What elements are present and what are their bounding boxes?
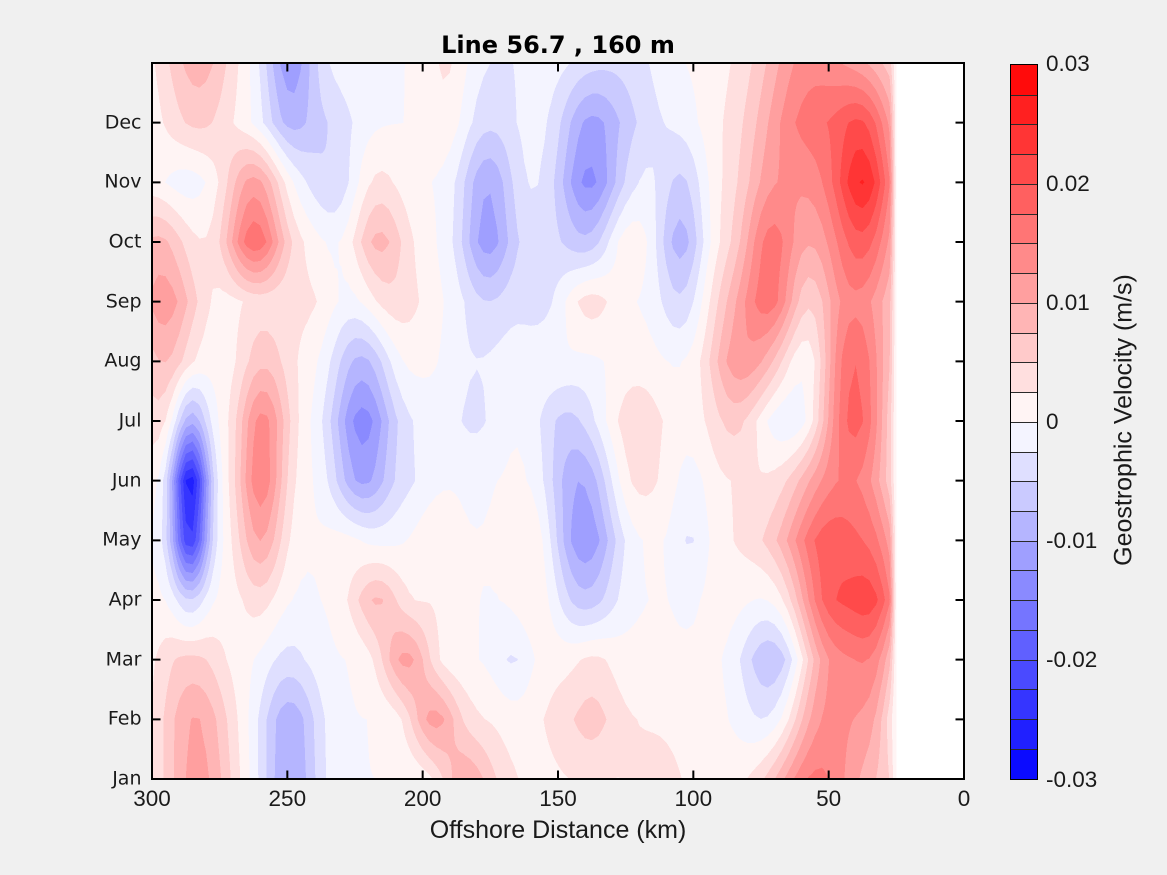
colorbar-band	[1011, 570, 1037, 601]
distance-tick-label-250: 250	[268, 786, 307, 811]
colorbar-band	[1011, 302, 1037, 333]
month-tick-label-feb: Feb	[107, 707, 142, 730]
distance-tick-label-150: 150	[539, 786, 577, 811]
colorbar-band	[1011, 511, 1037, 541]
colorbar-band	[1011, 154, 1037, 184]
month-tick-label-jul: Jul	[118, 409, 142, 432]
colorbar-tick-label--0.03: -0.03	[1046, 766, 1098, 792]
colorbar-band	[1011, 362, 1037, 393]
colorbar-band	[1011, 481, 1037, 511]
colorbar-tick-label-0.03: 0.03	[1046, 51, 1090, 77]
colorbar-tick-label-0.01: 0.01	[1046, 289, 1090, 315]
month-tick-label-oct: Oct	[108, 230, 142, 253]
month-tick-label-jan: Jan	[112, 767, 142, 790]
colorbar-tick-label-0: 0	[1046, 408, 1059, 434]
month-tick-label-jun: Jun	[111, 469, 142, 492]
month-tick-label-nov: Nov	[104, 170, 142, 193]
x-axis-label: Offshore Distance (km)	[429, 816, 687, 844]
month-tick-label-mar: Mar	[105, 648, 142, 671]
plot-title: Line 56.7 , 160 m	[441, 31, 675, 59]
distance-tick-label-300: 300	[133, 786, 171, 811]
colorbar-band	[1011, 124, 1037, 155]
contour-plot-canvas	[152, 63, 964, 779]
colorbar-tick-label--0.01: -0.01	[1046, 527, 1098, 553]
colorbar-band	[1011, 213, 1037, 244]
colorbar-band	[1011, 183, 1037, 214]
distance-tick-label-200: 200	[403, 786, 442, 811]
month-tick-label-may: May	[102, 528, 142, 551]
month-tick-label-apr: Apr	[108, 588, 142, 611]
colorbar-band	[1011, 659, 1037, 690]
colorbar-band	[1011, 748, 1037, 779]
colorbar-band	[1011, 421, 1037, 452]
month-tick-label-aug: Aug	[104, 349, 142, 372]
colorbar-band	[1011, 600, 1037, 630]
colorbar-band	[1011, 273, 1037, 303]
distance-tick-label-50: 50	[816, 786, 842, 811]
colorbar-tick-label--0.02: -0.02	[1046, 647, 1098, 673]
month-tick-label-dec: Dec	[104, 111, 142, 134]
colorbar-band	[1011, 451, 1037, 482]
colorbar-axis-label: Geostrophic Velocity (m/s)	[1109, 274, 1138, 566]
distance-tick-label-100: 100	[674, 786, 713, 811]
month-tick-label-sep: Sep	[105, 290, 142, 313]
colorbar-band	[1011, 629, 1037, 660]
colorbar-band	[1011, 332, 1037, 363]
colorbar	[1010, 64, 1038, 780]
colorbar-band	[1011, 94, 1037, 125]
colorbar-band	[1011, 689, 1037, 720]
colorbar-band	[1011, 392, 1037, 422]
distance-tick-label-0: 0	[957, 786, 971, 811]
colorbar-band	[1011, 719, 1037, 749]
colorbar-band	[1011, 243, 1037, 274]
plot-area	[152, 63, 964, 779]
colorbar-tick-label-0.02: 0.02	[1046, 170, 1090, 196]
colorbar-band	[1011, 65, 1037, 95]
colorbar-band	[1011, 540, 1037, 571]
